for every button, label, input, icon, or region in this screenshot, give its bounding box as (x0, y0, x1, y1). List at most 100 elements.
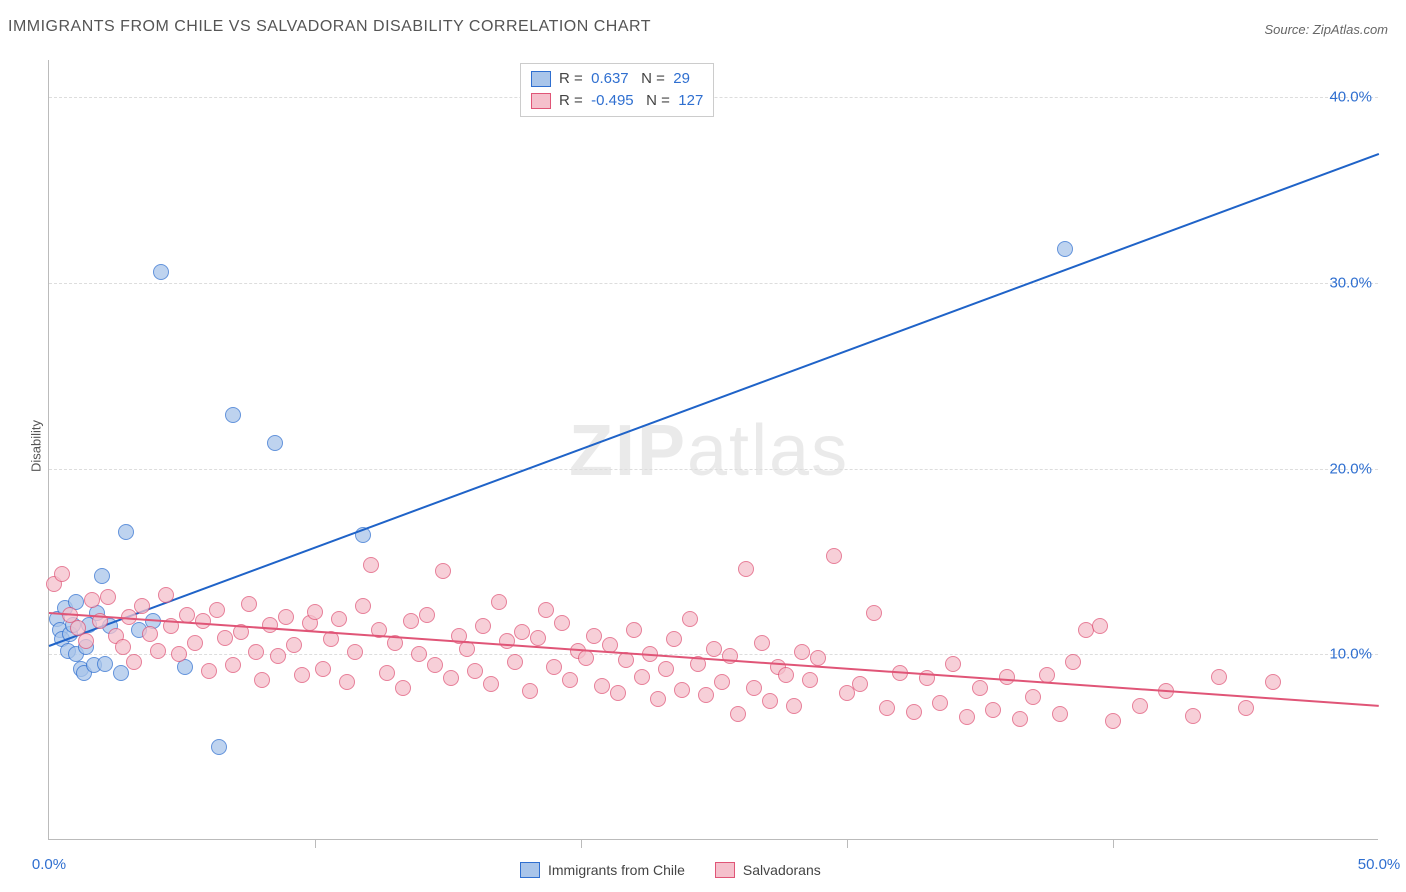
scatter-point-salvadorans (730, 706, 746, 722)
watermark-rest: atlas (687, 411, 849, 491)
scatter-point-salvadorans (1105, 713, 1121, 729)
scatter-point-chile (94, 568, 110, 584)
scatter-point-salvadorans (171, 646, 187, 662)
y-tick-label: 20.0% (1329, 460, 1372, 477)
legend-item: Salvadorans (715, 862, 821, 878)
scatter-point-salvadorans (562, 672, 578, 688)
scatter-point-salvadorans (738, 561, 754, 577)
scatter-point-salvadorans (634, 669, 650, 685)
x-tick-label: 0.0% (32, 856, 66, 873)
scatter-point-salvadorans (427, 657, 443, 673)
scatter-point-chile (225, 407, 241, 423)
chart-title: IMMIGRANTS FROM CHILE VS SALVADORAN DISA… (8, 18, 651, 36)
scatter-point-salvadorans (530, 630, 546, 646)
scatter-point-salvadorans (379, 665, 395, 681)
scatter-point-salvadorans (331, 611, 347, 627)
source-attribution: Source: ZipAtlas.com (1264, 22, 1388, 37)
scatter-point-salvadorans (879, 700, 895, 716)
y-tick-label: 30.0% (1329, 274, 1372, 291)
scatter-point-salvadorans (802, 672, 818, 688)
scatter-point-salvadorans (507, 654, 523, 670)
scatter-point-salvadorans (355, 598, 371, 614)
legend-stats-row-salvadorans: R = -0.495 N = 127 (531, 90, 703, 112)
scatter-point-salvadorans (100, 589, 116, 605)
scatter-point-chile (153, 264, 169, 280)
scatter-point-salvadorans (746, 680, 762, 696)
legend-swatch (520, 862, 540, 878)
y-tick-label: 40.0% (1329, 89, 1372, 106)
scatter-point-salvadorans (1211, 669, 1227, 685)
scatter-point-salvadorans (270, 648, 286, 664)
scatter-point-salvadorans (1025, 689, 1041, 705)
scatter-point-salvadorans (411, 646, 427, 662)
scatter-point-salvadorans (491, 594, 507, 610)
scatter-point-salvadorans (1065, 654, 1081, 670)
scatter-point-salvadorans (115, 639, 131, 655)
scatter-point-salvadorans (217, 630, 233, 646)
y-tick-label: 10.0% (1329, 646, 1372, 663)
scatter-point-salvadorans (959, 709, 975, 725)
scatter-point-salvadorans (945, 656, 961, 672)
scatter-point-salvadorans (254, 672, 270, 688)
watermark-bold: ZIP (569, 411, 687, 491)
scatter-point-salvadorans (78, 633, 94, 649)
scatter-point-salvadorans (209, 602, 225, 618)
scatter-point-salvadorans (395, 680, 411, 696)
scatter-point-salvadorans (522, 683, 538, 699)
x-tick-label: 50.0% (1358, 856, 1401, 873)
trend-line-salvadorans (49, 612, 1379, 707)
legend-stats-box: R = 0.637 N = 29R = -0.495 N = 127 (520, 63, 714, 117)
scatter-point-salvadorans (363, 557, 379, 573)
scatter-point-salvadorans (586, 628, 602, 644)
legend-stats-text: R = -0.495 N = 127 (559, 90, 703, 112)
scatter-point-salvadorans (1238, 700, 1254, 716)
scatter-point-salvadorans (650, 691, 666, 707)
scatter-point-chile (118, 524, 134, 540)
scatter-point-salvadorans (778, 667, 794, 683)
scatter-point-salvadorans (443, 670, 459, 686)
x-tick-mark (581, 840, 582, 848)
trend-line-chile (49, 153, 1380, 647)
scatter-plot-area: ZIPatlas 10.0%20.0%30.0%40.0%0.0%50.0% (48, 60, 1378, 840)
y-axis-label: Disability (29, 420, 44, 472)
scatter-point-salvadorans (546, 659, 562, 675)
scatter-point-salvadorans (972, 680, 988, 696)
scatter-point-salvadorans (932, 695, 948, 711)
scatter-point-salvadorans (126, 654, 142, 670)
scatter-point-chile (1057, 241, 1073, 257)
grid-line (49, 283, 1378, 284)
scatter-point-salvadorans (134, 598, 150, 614)
scatter-point-salvadorans (339, 674, 355, 690)
scatter-point-salvadorans (201, 663, 217, 679)
scatter-point-salvadorans (467, 663, 483, 679)
scatter-point-salvadorans (187, 635, 203, 651)
scatter-point-salvadorans (307, 604, 323, 620)
scatter-point-salvadorans (475, 618, 491, 634)
scatter-point-chile (211, 739, 227, 755)
scatter-point-salvadorans (262, 617, 278, 633)
scatter-point-salvadorans (538, 602, 554, 618)
grid-line (49, 469, 1378, 470)
scatter-point-salvadorans (826, 548, 842, 564)
legend-swatch-salvadorans (531, 93, 551, 109)
scatter-point-salvadorans (714, 674, 730, 690)
scatter-point-salvadorans (150, 643, 166, 659)
scatter-point-salvadorans (278, 609, 294, 625)
scatter-point-salvadorans (1132, 698, 1148, 714)
scatter-point-salvadorans (626, 622, 642, 638)
scatter-point-salvadorans (158, 587, 174, 603)
x-tick-mark (1113, 840, 1114, 848)
legend-text: Immigrants from Chile (548, 862, 685, 878)
legend-swatch-chile (531, 71, 551, 87)
scatter-point-salvadorans (84, 592, 100, 608)
x-tick-mark (847, 840, 848, 848)
scatter-point-salvadorans (195, 613, 211, 629)
legend-text: Salvadorans (743, 862, 821, 878)
scatter-point-salvadorans (54, 566, 70, 582)
scatter-point-salvadorans (435, 563, 451, 579)
scatter-point-salvadorans (794, 644, 810, 660)
scatter-point-salvadorans (706, 641, 722, 657)
scatter-point-salvadorans (762, 693, 778, 709)
scatter-point-salvadorans (674, 682, 690, 698)
scatter-point-salvadorans (347, 644, 363, 660)
